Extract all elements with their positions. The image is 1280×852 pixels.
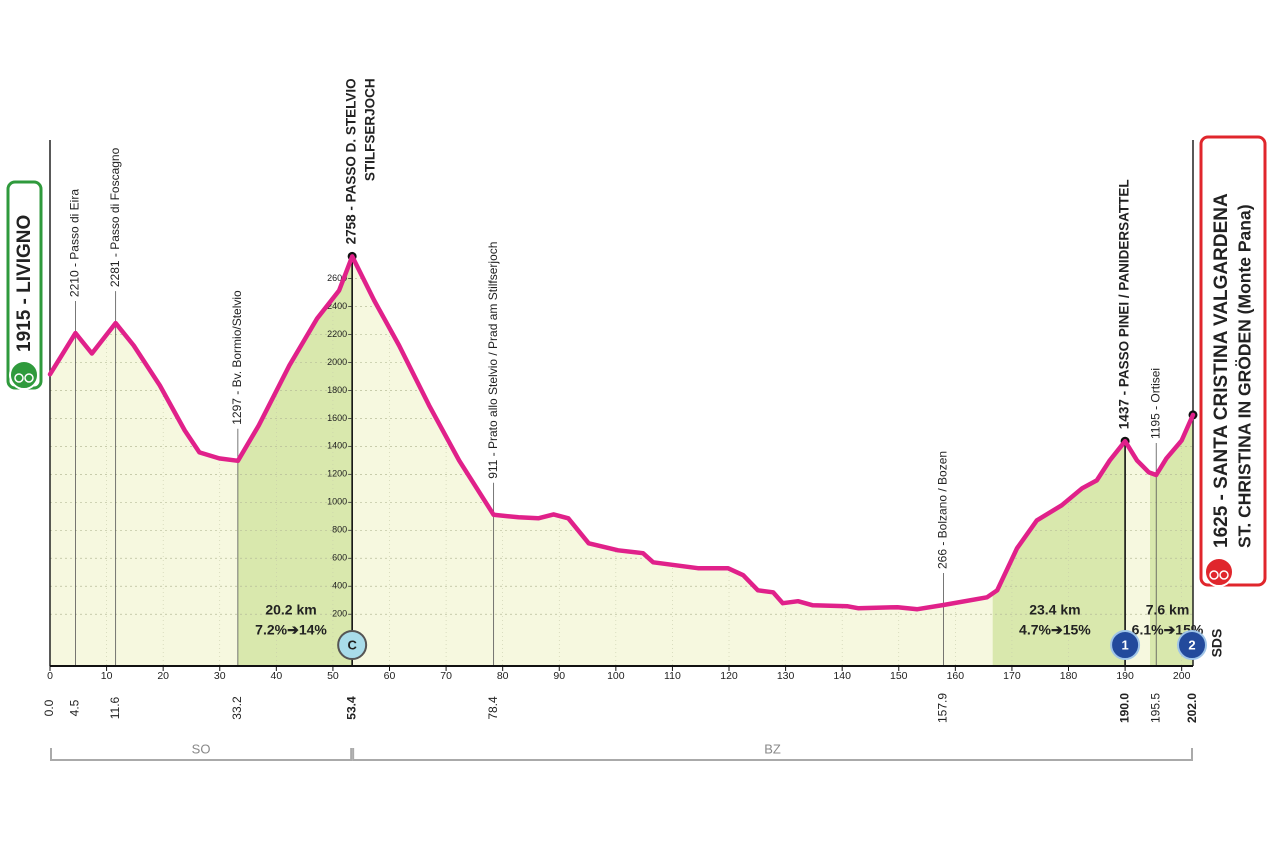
climb-length: 7.6 km: [1146, 602, 1190, 618]
km-mark-label: 33.2: [230, 696, 244, 720]
x-tick-label: 30: [214, 670, 226, 682]
climb-length: 23.4 km: [1029, 602, 1080, 618]
x-tick-label: 140: [833, 670, 851, 682]
finish-icon-wheel: [1219, 570, 1229, 580]
y-tick-label: 1200: [327, 469, 347, 479]
region-label: SO: [192, 741, 211, 756]
finish-label-2: ST. CHRISTINA IN GRÖDEN (Monte Pana): [1235, 204, 1255, 548]
x-tick-label: 100: [607, 670, 625, 682]
y-tick-label: 2200: [327, 329, 347, 339]
km-mark-label: 195.5: [1148, 693, 1162, 723]
finish-icon-wheel: [1209, 570, 1219, 580]
y-tick-label: 600: [332, 553, 347, 563]
waypoint-label: 2281 - Passo di Foscagno: [108, 147, 122, 287]
waypoint-label: 1297 - Bv. Bormio/Stelvio: [230, 290, 244, 425]
start-icon-wheel: [24, 373, 34, 383]
summit-label: 1437 - PASSO PINEI / PANIDERSATTEL: [1117, 179, 1132, 429]
km-mark-label: 202.0: [1185, 693, 1199, 723]
x-tick-label: 0: [47, 670, 53, 682]
y-tick-label: 1400: [327, 441, 347, 451]
sds-label: SDS: [1209, 629, 1225, 658]
x-tick-label: 20: [157, 670, 169, 682]
x-tick-label: 200: [1173, 670, 1191, 682]
climb-badge: [337, 630, 368, 660]
region-bracket: [352, 748, 1193, 761]
x-tick-label: 130: [777, 670, 795, 682]
y-tick-label: 2600: [327, 273, 347, 283]
climb-shade: [992, 256, 1126, 666]
y-tick-label: 2400: [327, 301, 347, 311]
climb-badge-label: 1: [1121, 637, 1128, 652]
x-tick-label: 120: [720, 670, 738, 682]
region-bracket: [50, 748, 353, 761]
climb-gradient: 4.7%➔15%: [1019, 622, 1091, 638]
km-mark-label: 4.5: [68, 699, 82, 716]
x-tick-label: 50: [327, 670, 339, 682]
x-tick-label: 70: [440, 670, 452, 682]
profile-line: [47, 254, 1196, 612]
summit-label-2: STILFSERJOCH: [363, 78, 378, 181]
km-mark-label: 157.9: [936, 693, 950, 723]
x-tick-label: 150: [890, 670, 908, 682]
x-tick-label: 190: [1116, 670, 1134, 682]
y-tick-label: 1800: [327, 385, 347, 395]
waypoint-label: 1195 - Ortisei: [1148, 368, 1162, 439]
waypoint-label: 911 - Prato allo Stelvio / Prad am Stilf…: [486, 242, 500, 479]
finish-label: 1625 - SANTA CRISTINA VALGARDENA: [1211, 193, 1232, 548]
km-mark-label: 190.0: [1117, 693, 1131, 723]
x-tick-label: 170: [1003, 670, 1021, 682]
x-tick-label: 110: [664, 670, 681, 682]
y-tick-label: 1600: [327, 413, 347, 423]
main-layer: 2210 - Passo di Eira 2281 - Passo di Fosc…: [42, 78, 1207, 761]
start-icon-wheel: [14, 373, 24, 383]
finish-icon: [1204, 557, 1234, 587]
y-tick-label: 800: [332, 525, 347, 535]
start-icon: [9, 360, 39, 390]
x-tick-label: 60: [384, 670, 396, 682]
y-tick-label: 200: [332, 609, 347, 619]
x-tick-label: 160: [947, 670, 965, 682]
climb-length: 20.2 km: [265, 602, 316, 618]
climb-badge-label: C: [347, 637, 357, 652]
x-tick-label: 40: [270, 670, 282, 682]
x-tick-label: 90: [553, 670, 565, 682]
km-mark-label: 78.4: [486, 696, 500, 720]
x-tick-label: 10: [101, 670, 113, 682]
region-label: BZ: [764, 741, 781, 756]
x-tick-label: 180: [1060, 670, 1078, 682]
y-tick-label: 1000: [327, 497, 347, 507]
x-tick-label: 80: [497, 670, 509, 682]
waypoint-label: 2210 - Passo di Eira: [68, 189, 82, 297]
finish-box: [1199, 135, 1267, 587]
km-mark-label: 11.6: [108, 696, 122, 719]
climb-badge-label: 2: [1188, 637, 1195, 652]
climb-gradient: 7.2%➔14%: [255, 622, 327, 638]
climb-badge: [1177, 630, 1207, 660]
waypoint-label: 266 - Bolzano / Bozen: [936, 451, 950, 569]
y-tick-label: 2000: [327, 357, 347, 367]
km-mark-label: 0.0: [42, 699, 56, 716]
climb-badge: [1110, 630, 1141, 660]
km-mark-label: 53.4: [344, 696, 358, 720]
start-label: 1915 - LIVIGNO: [14, 215, 35, 352]
summit-label: 2758 - PASSO D. STELVIO: [344, 78, 359, 244]
y-tick-label: 400: [332, 581, 347, 591]
